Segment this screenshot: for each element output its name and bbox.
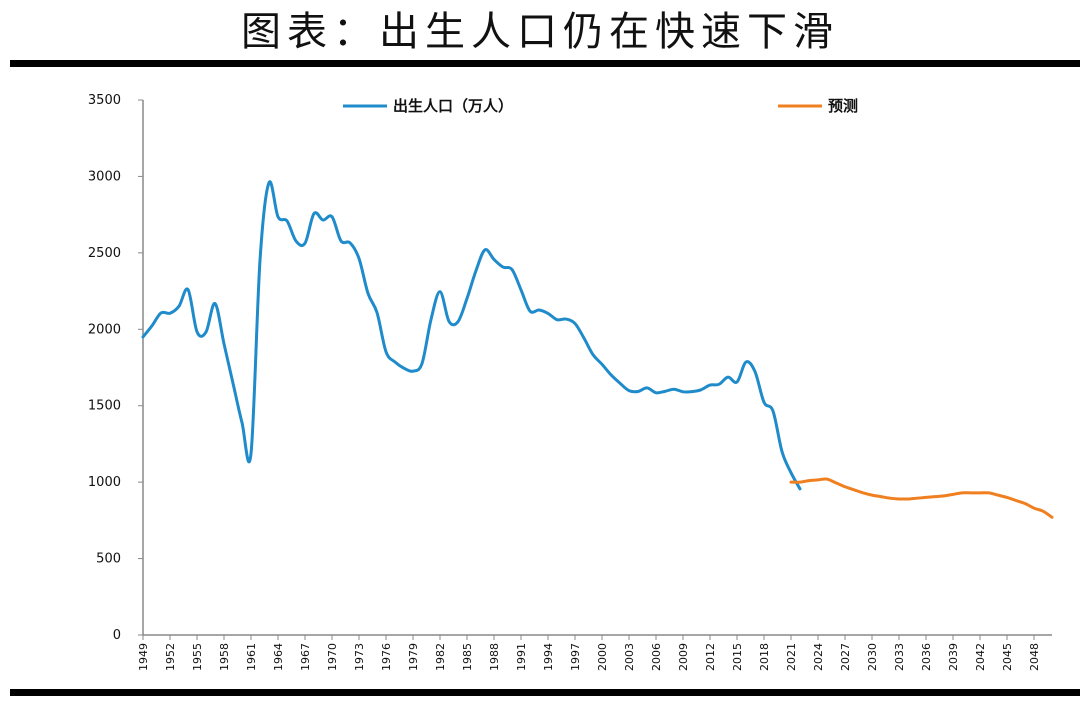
x-tick-label: 2036 <box>920 643 933 671</box>
x-tick-label: 2039 <box>947 643 960 671</box>
chart-title: 图表：出生人口仍在快速下滑 <box>241 9 839 55</box>
x-tick-label: 2024 <box>812 643 825 671</box>
x-tick-label: 2033 <box>893 643 906 671</box>
x-tick-label: 2021 <box>785 643 798 671</box>
legend-label-1: 出生人口（万人） <box>393 97 513 115</box>
y-tick-label: 1500 <box>88 399 121 414</box>
x-tick-label: 2012 <box>704 643 717 671</box>
y-tick-label: 2500 <box>88 246 121 261</box>
y-tick-label: 3500 <box>88 93 121 108</box>
y-tick-label: 3000 <box>88 169 121 184</box>
x-tick-label: 1949 <box>137 643 150 671</box>
x-tick-label: 2009 <box>677 643 690 671</box>
series-line-2 <box>789 477 1054 519</box>
x-tick-label: 1976 <box>380 643 393 671</box>
x-tick-label: 2018 <box>758 643 771 671</box>
x-tick-label: 1952 <box>164 643 177 671</box>
x-tick-label: 1982 <box>434 643 447 671</box>
x-tick-label: 1988 <box>488 643 501 671</box>
y-tick-label: 2000 <box>88 322 121 337</box>
legend: 出生人口（万人） 预测 <box>343 97 858 115</box>
x-tick-label: 1970 <box>326 643 339 671</box>
series-line-1 <box>141 180 802 491</box>
x-tick-label: 1997 <box>569 643 582 671</box>
x-tick-label: 1973 <box>353 643 366 671</box>
x-tick-label: 1961 <box>245 643 258 671</box>
x-tick-label: 2045 <box>1001 643 1014 671</box>
x-tick-label: 2006 <box>650 643 663 671</box>
y-tick-label: 500 <box>96 552 121 567</box>
x-tick-label: 2048 <box>1028 643 1041 671</box>
x-tick-label: 2015 <box>731 643 744 671</box>
bottom-rule <box>10 689 1080 696</box>
x-tick-label: 2000 <box>596 643 609 671</box>
x-tick-label: 1994 <box>542 643 555 671</box>
x-tick-label: 2027 <box>839 643 852 671</box>
legend-label-2: 预测 <box>828 97 858 115</box>
x-tick-label: 2030 <box>866 643 879 671</box>
x-tick-label: 1991 <box>515 643 528 671</box>
x-tick-label: 2003 <box>623 643 636 671</box>
y-tick-label: 0 <box>113 628 121 643</box>
x-tick-label: 1985 <box>461 643 474 671</box>
top-rule <box>10 60 1080 67</box>
x-axis: 1949 1952 1955 1958 1961 1964 1967 1970 1973 1976… <box>137 634 1052 671</box>
x-tick-label: 1958 <box>218 643 231 671</box>
x-tick-label: 1979 <box>407 643 420 671</box>
x-tick-label: 2042 <box>974 643 987 671</box>
series-layer <box>141 180 1054 519</box>
x-tick-label: 1964 <box>272 643 285 671</box>
y-axis: 0 500 1000 1500 2000 2500 3000 3500 <box>88 93 144 643</box>
y-tick-label: 1000 <box>88 475 121 490</box>
x-tick-label: 1967 <box>299 643 312 671</box>
x-tick-label: 1955 <box>191 643 204 671</box>
